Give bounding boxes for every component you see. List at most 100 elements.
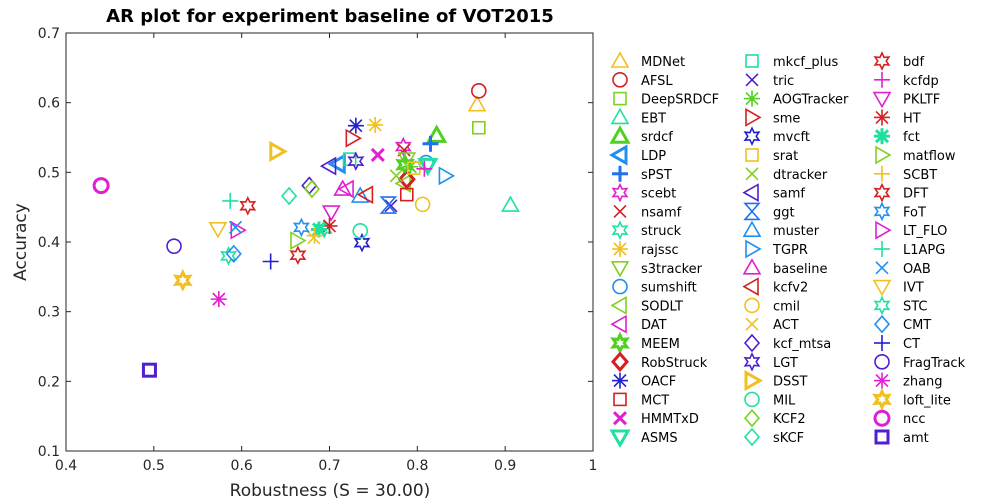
legend-label: KCF2 [773,412,806,427]
legend-label: sumshift [641,281,697,296]
legend-label: matflow [903,149,956,164]
legend-entry: CMT [873,314,931,334]
legend-label: struck [641,224,682,239]
legend-entry: baseline [742,258,827,277]
legend-label: kcfdp [903,74,939,89]
data-point [397,169,416,190]
legend-label: CT [903,337,920,352]
x-tick-label: 0.4 [55,458,77,474]
legend-entry: zhang [874,372,943,390]
legend-label: LDP [641,149,666,164]
legend-label: sPST [641,168,672,183]
legend-label: dtracker [773,168,828,183]
legend-entry: MEEM [610,331,680,355]
legend-label: FoT [903,205,926,220]
data-point [426,124,448,143]
data-point [438,166,456,186]
legend-entry: amt [874,429,929,446]
legend-entry: mkcf_plus [745,54,839,70]
data-point [422,135,439,152]
legend-label: tric [773,74,794,89]
legend-entry: ggt [743,202,795,220]
data-point [501,195,520,212]
legend-entry: OACF [612,372,676,390]
data-point [92,177,110,195]
y-axis: 0.1 0.2 0.3 0.4 0.5 0.6 0.7 [38,26,593,460]
data-point [352,223,369,239]
legend-label: SCBT [903,168,937,183]
legend-label: kcf_mtsa [773,337,831,352]
legend-entry: s3tracker [610,260,703,278]
legend-label: MIL [773,393,796,408]
legend-entry: STC [873,295,928,316]
data-point [289,245,307,266]
x-tick-label: 1 [589,458,598,474]
legend-label: MEEM [641,337,680,352]
x-tick-label: 0.6 [231,458,253,474]
plot-area [65,32,594,452]
data-point [389,169,403,183]
data-point [416,160,433,177]
legend-entry: kcfdp [874,71,939,89]
y-tick-label: 0.3 [38,305,60,321]
legend-entry: sme [745,108,800,127]
legend-label: TGPR [772,243,808,258]
data-point [166,238,182,254]
legend-label: AOGTracker [773,93,849,108]
data-point [345,128,362,148]
legend-entry: ASMS [609,429,678,449]
chart-title: AR plot for experiment baseline of VOT20… [106,6,554,27]
data-point [290,231,307,250]
data-point [399,187,414,202]
data-point [370,147,385,162]
legend-entry: matflow [875,145,956,165]
legend-entry: AOGTracker [744,90,849,108]
data-point [472,120,486,135]
legend-label: mvcft [773,130,810,145]
legend: MDNet AFSL DeepSRDCF EBT srdcf LDP sPST scebt ns… [608,51,966,449]
data-points [92,83,520,378]
x-axis: 0.4 0.5 0.6 0.7 0.8 0.9 1 [55,33,598,474]
legend-entry: sKCF [743,427,804,447]
legend-label: DSST [773,375,808,390]
x-tick-label: 0.5 [143,458,165,474]
legend-entry: MIL [744,391,796,408]
legend-entry: LT_FLO [875,220,947,240]
legend-label: baseline [773,262,827,277]
legend-label: sKCF [773,431,804,446]
data-point [208,221,228,239]
legend-entry: nsamf [613,204,682,220]
data-point [333,179,353,196]
data-point [402,158,419,175]
legend-label: s3tracker [641,262,703,277]
legend-entry: kcf_mtsa [743,333,831,353]
data-point [394,136,412,157]
data-point [222,192,239,209]
y-axis-label: Accuracy [11,203,31,281]
data-point [310,221,327,238]
legend-entry: MCT [613,392,669,408]
legend-label: fct [903,130,920,145]
legend-label: bdf [903,55,925,70]
legend-label: samf [773,187,805,202]
data-point [303,179,320,199]
legend-entry: srat [745,148,798,164]
x-tick-label: 0.7 [318,458,340,474]
data-point [414,196,431,213]
legend-entry: EBT [610,107,666,126]
legend-entry: samf [742,183,805,202]
legend-label: OAB [903,262,931,277]
legend-label: ACT [773,318,799,333]
legend-entry: TGPR [745,239,808,259]
legend-label: IVT [903,281,924,296]
legend-label: nsamf [641,205,682,220]
legend-entry: loft_lite [872,387,951,411]
legend-label: DAT [641,318,667,333]
legend-entry: DFT [873,182,928,203]
legend-label: loft_lite [903,393,951,408]
legend-entry: dtracker [745,167,828,183]
legend-label: SODLT [641,299,683,314]
legend-label: rajssc [641,243,679,258]
data-point [356,185,374,205]
data-point [353,232,371,253]
